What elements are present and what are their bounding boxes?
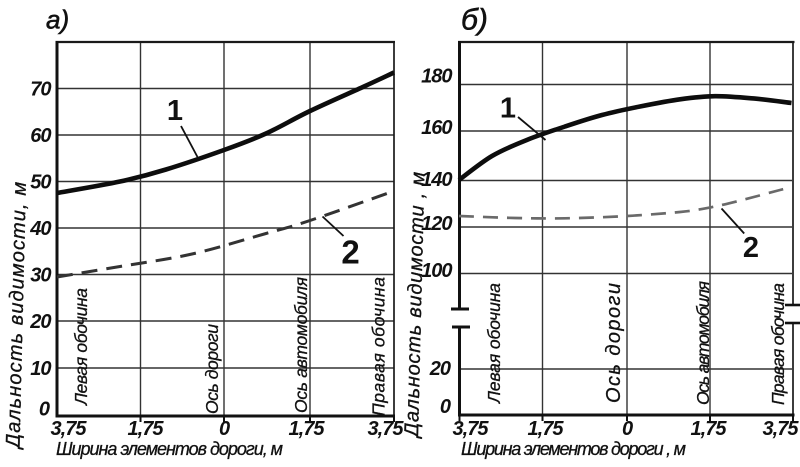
svg-text:100: 100 [421,260,452,282]
svg-text:Ширина элементов дороги , м: Ширина элементов дороги , м [461,439,686,459]
svg-text:120: 120 [421,213,452,235]
svg-text:0: 0 [440,396,451,418]
svg-text:Ширина элементов дороги, м: Ширина элементов дороги, м [56,439,283,459]
svg-text:1,75: 1,75 [289,418,326,440]
svg-text:30: 30 [30,265,51,287]
svg-text:3,75: 3,75 [453,418,490,440]
svg-text:Левая обочина: Левая обочина [484,283,504,404]
svg-text:Правая обочина: Правая обочина [369,277,389,416]
svg-text:70: 70 [30,79,51,101]
svg-text:40: 40 [29,218,51,240]
svg-text:1: 1 [167,95,183,127]
svg-text:0: 0 [622,418,633,440]
svg-text:10: 10 [30,358,51,380]
svg-text:0: 0 [39,399,50,421]
svg-text:20: 20 [429,358,451,380]
svg-text:2: 2 [341,234,359,271]
svg-text:3,75: 3,75 [51,418,88,440]
svg-text:Правая обочина: Правая обочина [768,283,788,405]
svg-text:Дальность видимости, м: Дальность видимости, м [2,181,31,450]
svg-text:140: 140 [421,169,452,191]
svg-text:1,75: 1,75 [691,418,728,440]
svg-text:б): б) [461,4,488,37]
svg-text:Левая обочина: Левая обочина [71,288,91,406]
svg-text:1,75: 1,75 [128,418,165,440]
svg-text:60: 60 [30,125,51,147]
svg-text:Ось дороги: Ось дороги [603,283,625,403]
svg-text:3,75: 3,75 [368,418,405,440]
svg-text:Ось автомобиля: Ось автомобиля [693,281,713,405]
svg-text:180: 180 [421,66,452,88]
svg-text:Ось дороги: Ось дороги [202,324,222,414]
svg-text:160: 160 [421,117,452,139]
svg-text:50: 50 [30,172,51,194]
svg-text:Ось автомобиля: Ось автомобиля [291,277,311,413]
svg-text:а): а) [46,5,69,35]
svg-text:1: 1 [500,93,516,125]
svg-text:Дальность видимости , м: Дальность видимости , м [401,171,430,439]
svg-text:2: 2 [743,232,759,264]
svg-text:20: 20 [29,311,51,333]
svg-text:3,75: 3,75 [763,418,800,440]
svg-text:1,75: 1,75 [528,418,565,440]
svg-text:0: 0 [219,418,230,440]
